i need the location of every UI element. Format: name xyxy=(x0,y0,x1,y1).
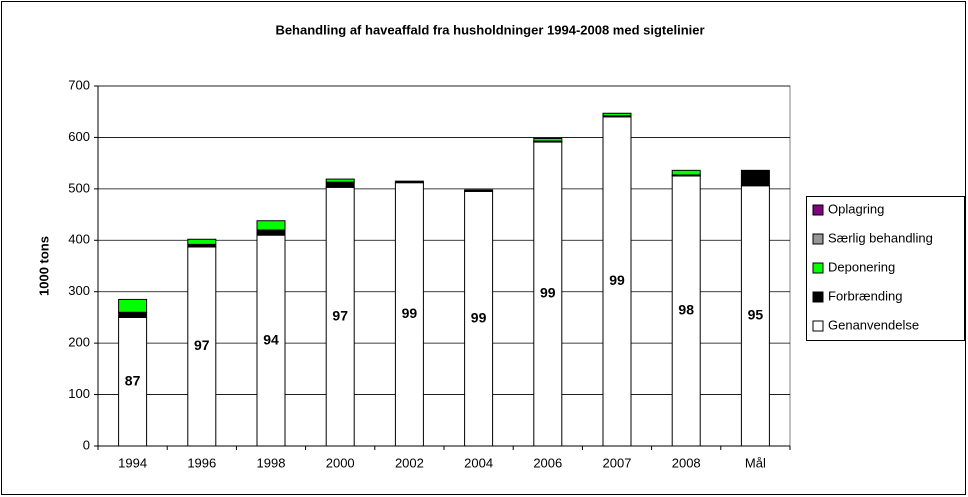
legend-label: Genanvendelse xyxy=(828,317,919,332)
legend-swatch xyxy=(812,320,824,332)
x-tick-label: 2008 xyxy=(672,455,701,470)
bar-segment xyxy=(256,220,286,231)
bar-segment xyxy=(533,137,563,142)
legend-label: Deponering xyxy=(828,259,895,274)
bar-segment xyxy=(325,178,355,183)
share-label: 99 xyxy=(402,305,418,321)
bar-segment xyxy=(118,298,148,313)
bar-segment xyxy=(394,180,424,184)
bar-segment xyxy=(464,189,494,192)
y-tick-label: 200 xyxy=(68,335,90,350)
y-tick-label: 600 xyxy=(68,129,90,144)
y-tick-label: 500 xyxy=(68,180,90,195)
legend xyxy=(806,196,965,341)
share-label: 97 xyxy=(332,307,348,323)
share-label: 94 xyxy=(263,331,279,347)
bar-segment xyxy=(394,182,424,447)
bar-segment xyxy=(533,141,563,447)
bar-segment xyxy=(187,238,217,245)
share-label: 95 xyxy=(748,307,764,323)
x-tick-label: 1994 xyxy=(118,455,147,470)
x-tick-label: 2004 xyxy=(464,455,493,470)
legend-label: Særlig behandling xyxy=(828,230,933,245)
y-axis-label: 1000 tons xyxy=(36,236,51,296)
x-tick-label: 1996 xyxy=(187,455,216,470)
bar-segment xyxy=(256,234,286,447)
share-label: 99 xyxy=(609,272,625,288)
bar-segment xyxy=(602,112,632,117)
y-tick-label: 700 xyxy=(68,77,90,92)
y-tick-label: 400 xyxy=(68,232,90,247)
bar-segment xyxy=(325,181,355,188)
x-tick-label: Mål xyxy=(745,455,766,470)
bar-segment xyxy=(118,316,148,447)
x-tick-label: 2000 xyxy=(326,455,355,470)
bar-segment xyxy=(740,185,770,447)
x-tick-label: 1998 xyxy=(257,455,286,470)
bar-segment xyxy=(256,229,286,236)
legend-swatch xyxy=(812,291,824,303)
bar-segment xyxy=(740,169,770,187)
x-tick-label: 2002 xyxy=(395,455,424,470)
legend-swatch xyxy=(812,233,824,245)
y-tick-label: 0 xyxy=(83,437,90,452)
share-label: 99 xyxy=(540,285,556,301)
x-tick-label: 2007 xyxy=(603,455,632,470)
bar-segment xyxy=(187,246,217,447)
bar-segment xyxy=(118,311,148,318)
y-tick-label: 300 xyxy=(68,283,90,298)
x-tick-label: 2006 xyxy=(533,455,562,470)
legend-label: Oplagring xyxy=(828,201,884,216)
share-label: 99 xyxy=(471,309,487,325)
y-tick-label: 100 xyxy=(68,386,90,401)
share-label: 87 xyxy=(125,372,141,388)
legend-label: Forbrænding xyxy=(828,288,902,303)
share-label: 98 xyxy=(678,302,694,318)
legend-swatch xyxy=(812,204,824,216)
chart-title: Behandling af haveaffald fra husholdning… xyxy=(275,22,704,37)
bar-segment xyxy=(325,186,355,447)
bar-segment xyxy=(671,169,701,176)
legend-swatch xyxy=(812,262,824,274)
bar-segment xyxy=(602,116,632,447)
share-label: 97 xyxy=(194,337,210,353)
